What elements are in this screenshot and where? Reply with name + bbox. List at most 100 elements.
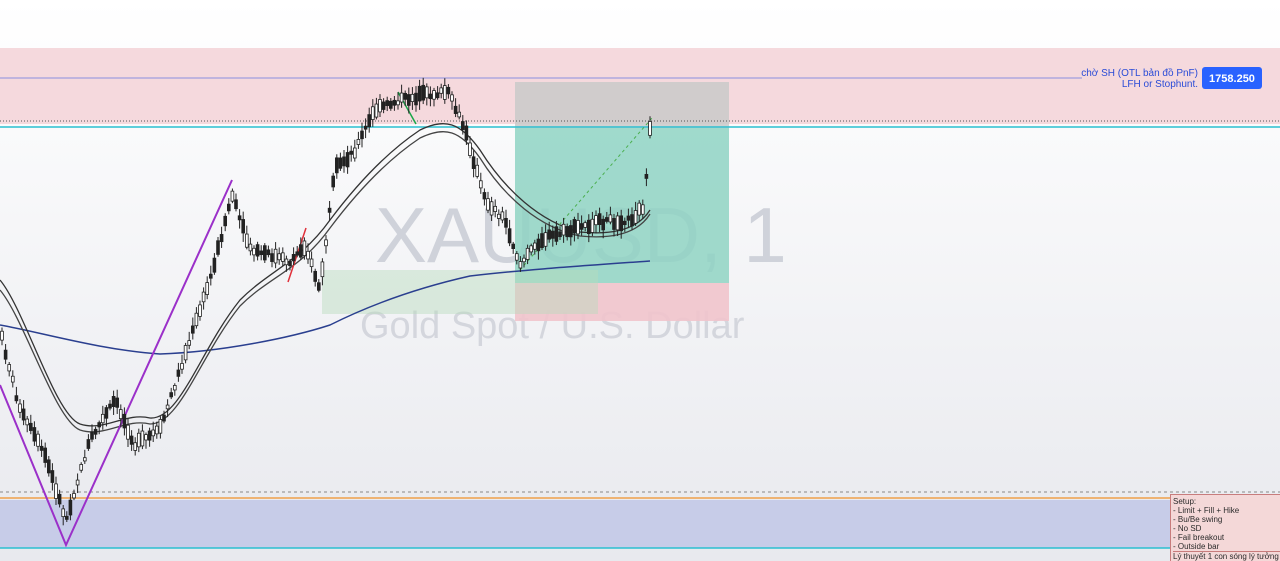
- candle-body: [201, 291, 206, 303]
- candle-body: [421, 84, 425, 101]
- candle-body: [504, 217, 508, 228]
- candle-body: [569, 225, 573, 238]
- candle-body: [194, 312, 199, 327]
- candle-body: [288, 261, 292, 267]
- candle-body: [478, 180, 483, 189]
- setup-item: - Limit + Fill + Hike: [1173, 506, 1240, 515]
- candle-body: [65, 515, 69, 520]
- moving-average-fast-1[interactable]: [0, 122, 651, 427]
- setup-note-box[interactable]: Setup: - Limit + Fill + Hike - Bu/Be swi…: [1170, 494, 1280, 561]
- candle-body: [388, 100, 393, 109]
- candle-body: [273, 248, 278, 264]
- candle-body: [190, 325, 195, 334]
- position-stop-zone[interactable]: [515, 283, 729, 321]
- candle-body: [151, 429, 156, 437]
- candle-body: [298, 244, 303, 258]
- candle-body: [255, 244, 260, 257]
- candle-body: [597, 213, 602, 225]
- candle-body: [641, 204, 645, 215]
- candle-body: [140, 430, 145, 447]
- candle-body: [475, 164, 479, 177]
- support-zone[interactable]: [0, 500, 1280, 548]
- candle-body: [446, 86, 451, 95]
- demand-box[interactable]: [322, 270, 598, 314]
- candle-body: [554, 226, 559, 242]
- candle-body: [540, 233, 544, 248]
- candle-body: [284, 258, 289, 266]
- candle-body: [183, 345, 188, 361]
- candle-body: [507, 228, 512, 244]
- candle-body: [536, 238, 541, 252]
- candle-body: [338, 157, 343, 169]
- candle-body: [424, 86, 429, 99]
- setup-item: - No SD: [1173, 524, 1202, 533]
- candle-body: [270, 253, 274, 262]
- candle-body: [648, 121, 652, 136]
- setup-item: - Outside bar: [1173, 542, 1220, 551]
- candle-body: [601, 218, 605, 231]
- candle-body: [533, 242, 537, 250]
- candle-body: [349, 150, 353, 155]
- candle-body: [119, 409, 123, 420]
- candle-body: [176, 369, 181, 377]
- candle-body: [583, 222, 587, 228]
- candle-body: [18, 403, 22, 413]
- candle-body: [133, 442, 138, 451]
- candle-body: [68, 499, 73, 516]
- candle-body: [439, 87, 443, 94]
- candle-body: [295, 251, 299, 256]
- candle-body: [50, 470, 55, 483]
- candle-body: [370, 106, 375, 120]
- candle-body: [352, 147, 357, 159]
- moving-average-slow[interactable]: [0, 260, 651, 355]
- candle-body: [147, 430, 152, 441]
- candle-body: [316, 282, 321, 291]
- candle-body: [86, 439, 91, 449]
- candle-body: [115, 397, 120, 408]
- candle-body: [630, 214, 634, 227]
- candle-body: [464, 125, 469, 141]
- candle-body: [277, 253, 281, 261]
- candle-body: [525, 247, 530, 260]
- candle-body: [7, 364, 11, 372]
- position-target-zone[interactable]: [515, 128, 729, 283]
- moving-average-fast-2[interactable]: [0, 130, 651, 433]
- candle-body: [129, 435, 134, 445]
- candle-body: [486, 198, 490, 211]
- candle-body: [615, 215, 620, 231]
- candle-body: [374, 103, 379, 118]
- candle-body: [619, 215, 623, 232]
- candle-body: [198, 304, 202, 317]
- candle-body: [280, 252, 285, 262]
- candle-body: [180, 363, 184, 370]
- setup-footer: Lý thuyết 1 con sóng lý tưởng: [1173, 551, 1280, 561]
- candle-body: [39, 445, 44, 451]
- candle-body: [403, 92, 407, 100]
- candle-body: [61, 508, 65, 518]
- candle-body: [111, 396, 116, 408]
- candle-body: [208, 273, 213, 279]
- candle-body: [237, 215, 242, 221]
- candle-body: [79, 464, 84, 471]
- candle-body: [547, 229, 551, 240]
- candlestick-series[interactable]: [0, 77, 652, 526]
- candle-body: [324, 239, 328, 247]
- zigzag-swing-line[interactable]: [0, 179, 233, 548]
- candle-body: [320, 261, 325, 278]
- position-entry-zone[interactable]: [515, 82, 729, 128]
- candle-body: [558, 231, 562, 238]
- candle-body: [435, 92, 440, 99]
- candle-body: [259, 250, 263, 256]
- candle-body: [612, 218, 616, 230]
- candle-body: [367, 114, 371, 128]
- setup-item: - Fail breakout: [1173, 533, 1225, 542]
- candle-body: [637, 202, 641, 216]
- candle-body: [460, 121, 465, 130]
- candle-body: [241, 219, 246, 234]
- price-badge[interactable]: [1202, 67, 1262, 89]
- candle-body: [493, 205, 497, 212]
- candle-body: [327, 207, 332, 213]
- candle-body: [165, 404, 170, 410]
